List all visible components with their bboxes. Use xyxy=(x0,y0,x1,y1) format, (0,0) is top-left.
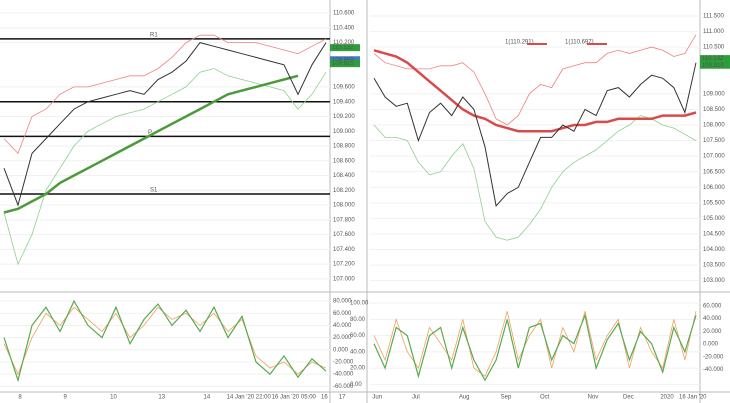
y-tick-label: 107.200 xyxy=(333,262,355,268)
y-tick-label: 40.00 xyxy=(350,349,366,355)
pivot-label: P xyxy=(148,130,152,136)
y2-tick-label: 0.000 xyxy=(703,342,719,348)
series-line xyxy=(3,34,327,155)
y-tick-label: 109.000 xyxy=(703,91,725,97)
series-line xyxy=(3,68,327,266)
y-tick-label: 107.000 xyxy=(333,277,355,283)
y-tick-label: 80.000 xyxy=(333,299,352,305)
y-tick-label: -60.000 xyxy=(333,384,354,390)
x-tick-label: 13 xyxy=(158,395,165,401)
y-tick-label: 104.000 xyxy=(703,247,725,253)
series-line xyxy=(3,306,327,376)
x-tick-label: 10 xyxy=(110,395,117,401)
y-tick-label: 108.600 xyxy=(333,158,355,164)
y-tick-label: 109.000 xyxy=(333,129,355,135)
x-tick-label: 14 xyxy=(204,395,211,401)
y-tick-label: 110.400 xyxy=(333,25,355,31)
y-tick-label: 109.200 xyxy=(333,114,355,120)
price-label-box xyxy=(700,61,730,69)
y-tick-label: 108.000 xyxy=(333,203,355,209)
y-tick-label: 111.500 xyxy=(703,14,724,20)
y-tick-label: 107.000 xyxy=(703,154,725,160)
series-line xyxy=(3,299,327,383)
y-tick-label: -20.000 xyxy=(333,360,354,366)
x-tick-label: 16 Jan '20 05:00 xyxy=(272,395,317,401)
annotation: 1(110.697) xyxy=(565,40,594,46)
y-tick-label: 110.200 xyxy=(333,40,355,46)
price-label: 109.915 xyxy=(332,61,354,67)
x-tick-label: 16 Jan '20 xyxy=(679,395,707,401)
x-tick-label: Jun xyxy=(372,395,382,401)
y-tick-label: 105.000 xyxy=(703,216,725,222)
x-tick-label: Nov xyxy=(588,395,599,401)
y-tick-label: 103.500 xyxy=(703,263,725,269)
price-label-box xyxy=(330,44,360,52)
x-tick-label: Aug xyxy=(459,395,470,401)
y-tick-label: 103.000 xyxy=(703,278,725,284)
y-tick-label: 107.500 xyxy=(703,138,725,144)
series-line xyxy=(373,62,697,207)
price-label-box xyxy=(330,56,360,64)
price-label: 109.919 xyxy=(702,63,724,69)
y-tick-label: 106.000 xyxy=(703,185,725,191)
series-line xyxy=(3,74,299,214)
x-tick-label: Dec xyxy=(623,395,634,401)
series-line xyxy=(373,313,697,382)
y-tick-label: 20.000 xyxy=(333,335,352,341)
x-tick-label: 9 xyxy=(64,395,68,401)
y-tick-label: 0.00 xyxy=(350,382,362,388)
price-label: 110.132 xyxy=(332,45,354,51)
y-tick-label: 111.000 xyxy=(703,29,724,35)
annotation: 1(110.291) xyxy=(505,40,534,46)
x-tick-label: Oct xyxy=(540,395,550,401)
y2-tick-label: -40.000 xyxy=(703,367,724,373)
y2-tick-label: -20.000 xyxy=(703,354,724,360)
series-line xyxy=(373,49,697,133)
y-tick-label: 0.000 xyxy=(333,347,349,353)
x-tick-label: Sep xyxy=(501,395,512,401)
y-tick-label: 109.600 xyxy=(333,85,355,91)
y-tick-label: 40.000 xyxy=(333,323,352,329)
y-tick-label: 107.600 xyxy=(333,232,355,238)
series-line xyxy=(373,311,697,377)
price-label: 110.132 xyxy=(702,56,724,62)
x-tick-label: 14 Jan '20 22:00 xyxy=(227,395,272,401)
pivot-label: R1 xyxy=(150,33,158,39)
series-line xyxy=(3,42,327,207)
y-tick-label: 110.600 xyxy=(333,11,355,17)
y2-tick-label: 60.000 xyxy=(703,303,722,309)
y-tick-label: 108.500 xyxy=(703,107,725,113)
y2-tick-label: 20.000 xyxy=(703,329,722,335)
series-line xyxy=(373,34,697,126)
y-tick-label: 60.000 xyxy=(333,311,352,317)
x-tick-label: 16 xyxy=(321,395,328,401)
y-tick-label: 104.500 xyxy=(703,232,725,238)
y-tick-label: 80.00 xyxy=(350,317,366,323)
y-tick-label: 106.500 xyxy=(703,169,725,175)
y-tick-label: 107.400 xyxy=(333,247,355,253)
y-tick-label: 108.200 xyxy=(333,188,355,194)
y-tick-label: 108.000 xyxy=(703,123,725,129)
x-tick-label: Jul xyxy=(412,395,420,401)
y-tick-label: 108.400 xyxy=(333,173,355,179)
price-label-box xyxy=(330,60,360,68)
y-tick-label: -40.000 xyxy=(333,372,354,378)
x-tick-label: 2020 xyxy=(660,395,674,401)
y-tick-label: 60.00 xyxy=(350,333,366,339)
price-label-box xyxy=(700,55,730,63)
x-tick-label: 8 xyxy=(18,395,22,401)
series-line xyxy=(373,115,697,241)
x-tick-label: 17 xyxy=(339,395,346,401)
pivot-label: S1 xyxy=(150,188,158,194)
y-tick-label: 107.800 xyxy=(333,217,355,223)
y-tick-label: 110.500 xyxy=(703,45,725,51)
y2-tick-label: 40.000 xyxy=(703,316,722,322)
y-tick-label: 20.00 xyxy=(350,366,366,372)
y-tick-label: 108.800 xyxy=(333,144,355,150)
y-tick-label: 105.500 xyxy=(703,200,725,206)
y-tick-label: 100.00 xyxy=(350,301,369,307)
y-tick-label: 109.400 xyxy=(333,99,355,105)
